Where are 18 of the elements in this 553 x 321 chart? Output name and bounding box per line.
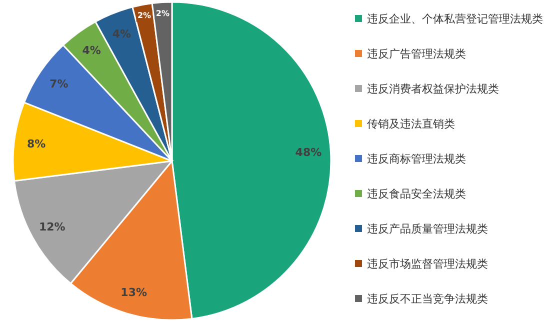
legend-label: 违反食品安全法规类 bbox=[367, 188, 466, 200]
legend-label: 违反产品质量管理法规类 bbox=[367, 222, 488, 236]
data-label: 2% bbox=[156, 8, 170, 18]
data-label: 8% bbox=[26, 137, 46, 150]
data-label: 13% bbox=[120, 286, 148, 299]
legend-label: 违反市场监督管理法规类 bbox=[367, 258, 488, 270]
legend-label: 违反商标管理法规类 bbox=[367, 152, 466, 166]
legend-label: 违反广告管理法规类 bbox=[367, 48, 466, 60]
legend-label: 违反消费者权益保护法规类 bbox=[367, 82, 499, 96]
legend-label: 传销及违法直销类 bbox=[367, 118, 455, 130]
data-label: 4% bbox=[82, 44, 101, 57]
data-label: 12% bbox=[39, 220, 66, 234]
data-label: 2% bbox=[137, 11, 152, 20]
legend-label: 违反企业、个体私营登记管理法规类 bbox=[367, 12, 543, 26]
data-label: 4% bbox=[112, 27, 132, 40]
legend-label: 违反反不正当竞争法规类 bbox=[367, 292, 488, 306]
data-label: 48% bbox=[295, 146, 322, 159]
data-label: 7% bbox=[50, 78, 68, 91]
